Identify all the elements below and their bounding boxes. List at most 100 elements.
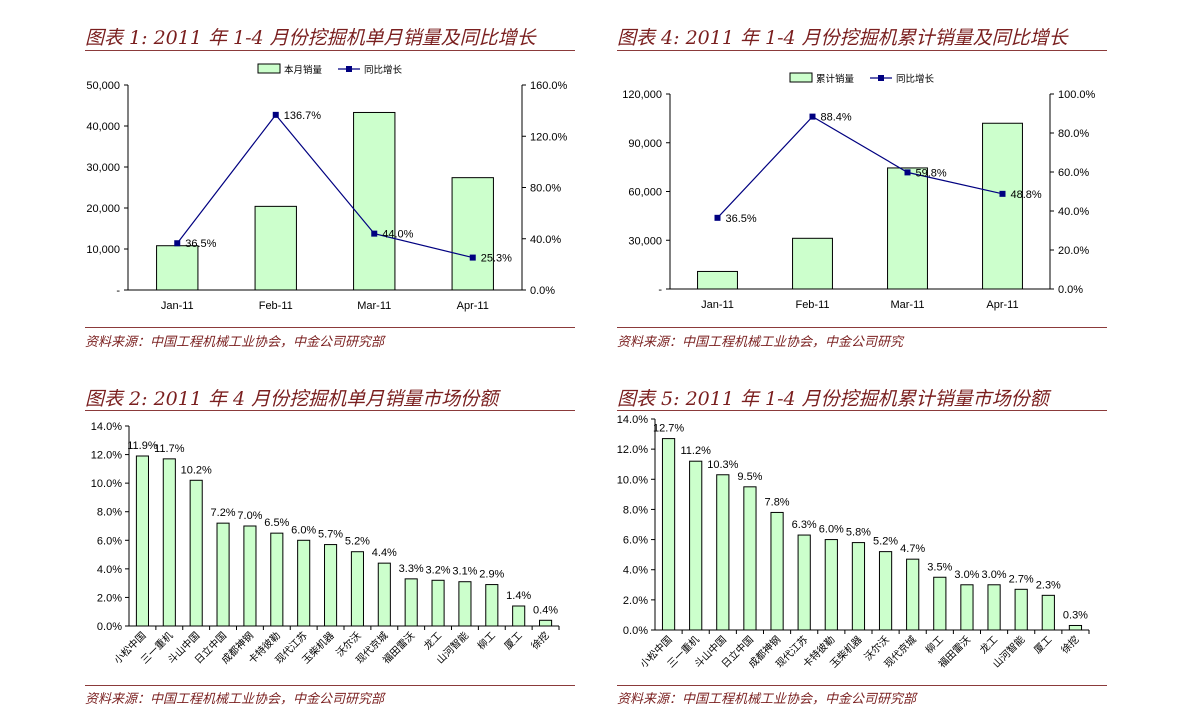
x-tick-label: 徐挖	[1058, 633, 1081, 656]
y-tick-label: 10.0%	[91, 478, 122, 490]
y-tick-label: 60,000	[628, 187, 662, 199]
y2-tick-label: 40.0%	[1058, 206, 1089, 218]
y2-tick-label: 40.0%	[530, 234, 561, 246]
data-label: 3.0%	[954, 569, 979, 581]
point-label: 136.7%	[284, 110, 322, 122]
bar	[270, 532, 284, 627]
x-tick-label: Jan-11	[161, 300, 194, 312]
y-tick-label: 120,000	[622, 89, 662, 101]
data-label: 12.7%	[653, 423, 684, 435]
bar	[162, 458, 176, 627]
point-label: 48.8%	[1011, 189, 1042, 201]
y-tick-label: 20,000	[86, 203, 120, 215]
y2-tick-label: 60.0%	[1058, 167, 1089, 179]
y2-tick-label: 20.0%	[1058, 245, 1089, 257]
bar	[135, 455, 149, 627]
legend-label: 累计销量	[816, 73, 855, 85]
data-label: 6.5%	[264, 517, 289, 529]
data-label: 6.3%	[792, 519, 817, 531]
bar	[485, 584, 499, 627]
y-tick-label: 2.0%	[623, 595, 648, 607]
bar	[770, 511, 784, 631]
bar	[451, 177, 494, 291]
chart-source: 资料来源：中国工程机械工业协会，中金公司研究	[617, 335, 904, 350]
line-point	[272, 111, 279, 118]
x-tick-label: 龙工	[977, 633, 1000, 656]
y-tick-label: 0.0%	[97, 621, 122, 633]
title-rule	[85, 410, 575, 411]
bar	[350, 551, 364, 627]
bar	[377, 562, 391, 627]
y-tick-label: 2.0%	[97, 592, 122, 604]
data-label: 11.7%	[154, 443, 185, 455]
y-tick-label: 8.0%	[623, 504, 648, 516]
data-label: 5.2%	[873, 536, 898, 548]
y-tick-label: 30,000	[628, 235, 662, 247]
x-tick-label: 厦工	[1032, 634, 1055, 657]
point-label: 44.0%	[382, 229, 413, 241]
source-rule	[85, 685, 575, 686]
chart-title: 图表 4: 2011 年 1-4 月份挖掘机累计销量及同比增长	[617, 27, 1068, 49]
data-label: 10.3%	[707, 459, 738, 471]
title-rule	[617, 50, 1107, 51]
x-tick-label: 厦工	[502, 630, 525, 653]
x-tick-label: 柳工	[475, 629, 498, 652]
data-label: 6.0%	[819, 524, 844, 536]
y-tick-label: 6.0%	[623, 535, 648, 547]
point-label: 88.4%	[821, 112, 852, 124]
data-label: 7.0%	[237, 510, 262, 522]
title-rule	[85, 50, 575, 51]
bar	[539, 619, 553, 627]
source-rule	[617, 327, 1107, 328]
line-point	[999, 190, 1006, 197]
data-label: 5.2%	[345, 536, 370, 548]
x-tick-label: Mar-11	[890, 299, 924, 311]
data-label: 0.4%	[533, 604, 558, 616]
x-tick-label: Mar-11	[357, 300, 391, 312]
y-tick-label: 12.0%	[91, 450, 122, 462]
bar	[743, 486, 757, 631]
bar	[512, 605, 526, 627]
y-tick-label: 40,000	[86, 121, 120, 133]
bar	[243, 525, 257, 627]
source-rule	[85, 327, 575, 328]
y-tick-label: 10,000	[86, 244, 120, 256]
bar	[156, 245, 199, 291]
y-tick-label: -	[116, 285, 120, 297]
data-label: 3.5%	[927, 561, 952, 573]
bar	[824, 539, 838, 631]
data-label: 3.1%	[452, 566, 477, 578]
bar	[404, 578, 418, 627]
y-tick-label: 6.0%	[97, 535, 122, 547]
y2-tick-label: 120.0%	[530, 131, 568, 143]
data-label: 4.7%	[900, 543, 925, 555]
y2-tick-label: 100.0%	[1058, 89, 1096, 101]
legend-label: 本月销量	[284, 64, 323, 76]
chart-source: 资料来源：中国工程机械工业协会，中金公司研究部	[85, 335, 385, 350]
y2-tick-label: 0.0%	[530, 285, 555, 297]
data-label: 7.2%	[211, 507, 236, 519]
point-label: 59.8%	[916, 167, 947, 179]
bar	[906, 558, 920, 631]
y-tick-label: 14.0%	[91, 421, 122, 433]
y2-tick-label: 0.0%	[1058, 284, 1083, 296]
bar	[987, 584, 1001, 631]
x-tick-label: Feb-11	[795, 299, 829, 311]
chart-source: 资料来源：中国工程机械工业协会，中金公司研究部	[617, 692, 917, 707]
y-tick-label: 50,000	[86, 80, 120, 92]
data-label: 2.7%	[1009, 573, 1034, 585]
line-point	[904, 169, 911, 176]
x-tick-label: Jan-11	[701, 299, 734, 311]
bar	[1068, 624, 1083, 631]
x-tick-label: Apr-11	[457, 300, 489, 312]
y-tick-label: 4.0%	[97, 564, 122, 576]
data-label: 11.2%	[681, 445, 712, 457]
x-tick-label: Apr-11	[986, 299, 1018, 311]
data-label: 6.0%	[291, 524, 316, 536]
x-tick-label: 龙工	[421, 629, 444, 652]
bar	[1014, 588, 1028, 631]
bar	[982, 122, 1023, 290]
chart-source: 资料来源：中国工程机械工业协会，中金公司研究部	[85, 692, 385, 707]
legend-label: 同比增长	[364, 64, 403, 76]
line-point	[714, 214, 721, 221]
